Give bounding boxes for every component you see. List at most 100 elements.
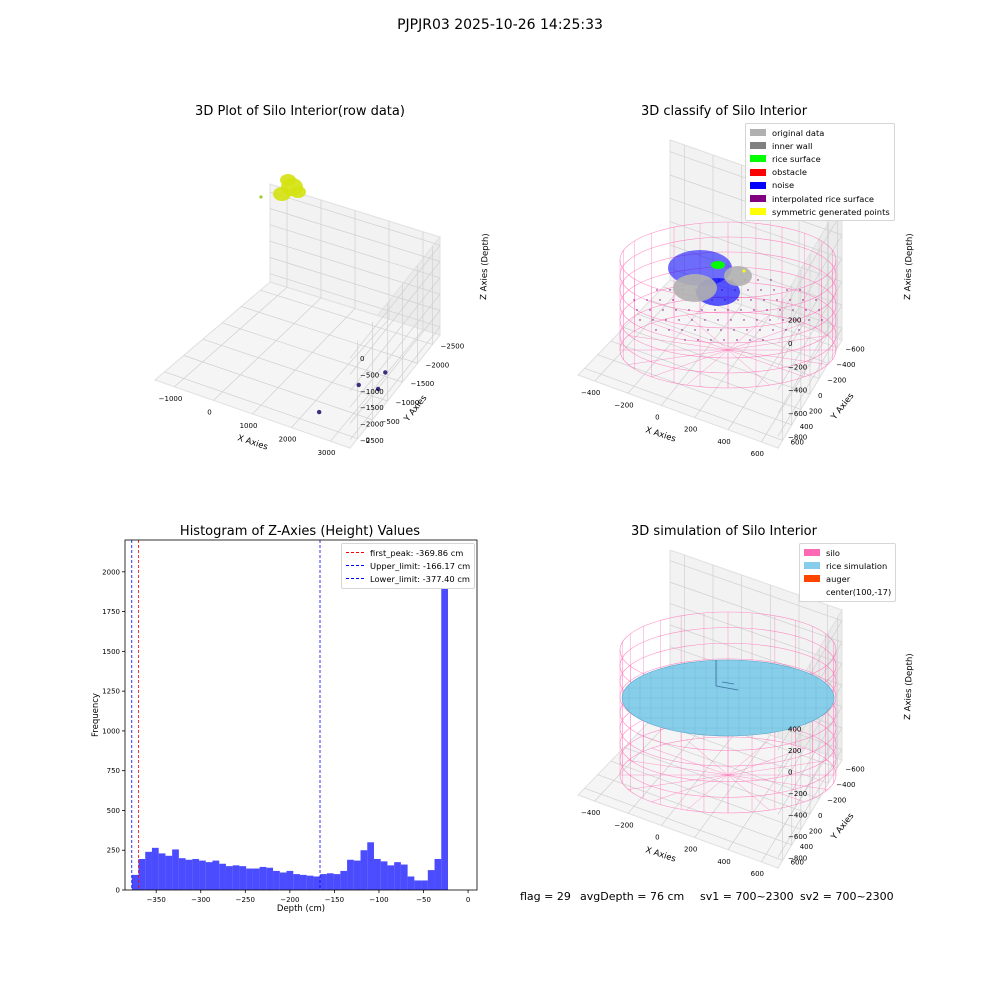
grid-line bbox=[221, 322, 403, 383]
histogram-bar bbox=[333, 874, 341, 890]
histogram-bar bbox=[239, 866, 247, 890]
panel1-xlabel: X Axies bbox=[236, 433, 269, 452]
y-tick-label: −1500 bbox=[411, 380, 435, 388]
panel2-legend: original data inner wall rice surface ob… bbox=[745, 123, 895, 222]
silo-wire bbox=[686, 349, 729, 386]
histogram-bar bbox=[165, 855, 173, 890]
z-tick-label: −400 bbox=[788, 387, 807, 395]
legend-label: first_peak: -369.86 cm bbox=[370, 547, 464, 558]
interpolated-point bbox=[730, 319, 732, 321]
z-tick-label: −600 bbox=[788, 410, 807, 418]
original-data-cluster bbox=[724, 266, 752, 286]
x-tick-label: 200 bbox=[684, 426, 697, 434]
panel1-3d-plot: −1000 0 1000 2000 3000 0 −500 −1000 −1500 −2000 −2… bbox=[154, 174, 491, 457]
x-tick-label: −350 bbox=[147, 896, 166, 904]
legend-swatch bbox=[750, 195, 766, 203]
panel4-legend: silo rice simulation auger center(100,-1… bbox=[799, 543, 897, 602]
histogram-bar bbox=[151, 847, 159, 890]
panel1-ylabel: Y Axies bbox=[402, 393, 430, 425]
auger-line bbox=[721, 681, 735, 685]
x-tick-label: 0 bbox=[655, 413, 659, 421]
legend-label: center(100,-17) bbox=[826, 587, 892, 598]
legend-label: rice simulation bbox=[826, 560, 888, 571]
x-tick-label: −1000 bbox=[159, 395, 183, 403]
interpolated-point bbox=[789, 299, 791, 301]
status-sv2: sv2 = 700~2300 bbox=[800, 890, 894, 903]
raw-point-cluster bbox=[273, 187, 291, 201]
silo-wire bbox=[686, 774, 729, 811]
interpolated-point bbox=[639, 319, 641, 321]
outlier-point bbox=[375, 386, 381, 392]
grid-line bbox=[241, 306, 418, 364]
legend-swatch bbox=[750, 129, 766, 137]
silo-wire bbox=[727, 349, 805, 378]
interpolated-point bbox=[802, 299, 804, 301]
interpolated-point bbox=[815, 299, 817, 301]
grid-line bbox=[269, 208, 441, 262]
panel2-ylabel: Y Axies bbox=[829, 391, 857, 423]
interpolated-point bbox=[795, 319, 797, 321]
legend-label: silo bbox=[826, 547, 841, 558]
histogram-bar bbox=[421, 880, 428, 890]
histogram-bar bbox=[246, 868, 253, 890]
histogram-bar bbox=[394, 862, 401, 890]
outlier-point bbox=[383, 370, 388, 375]
interpolated-point bbox=[704, 319, 706, 321]
rice-surface-points bbox=[711, 261, 725, 269]
original-data-cluster bbox=[673, 274, 717, 302]
x-tick-label: −200 bbox=[614, 401, 633, 409]
histogram-frame bbox=[124, 539, 478, 891]
x-tick-label: 0 bbox=[466, 896, 470, 904]
interpolated-point bbox=[772, 329, 774, 331]
interpolated-point bbox=[799, 289, 801, 291]
interpolated-point bbox=[668, 329, 670, 331]
y-tick-label: 600 bbox=[791, 858, 804, 866]
histogram-bar bbox=[360, 850, 368, 890]
interpolated-point bbox=[782, 319, 784, 321]
legend-label: Upper_limit: -166.17 cm bbox=[370, 560, 471, 571]
interpolated-point bbox=[727, 309, 729, 311]
histogram-ylabel: Frequency bbox=[91, 693, 101, 737]
panel1-title: 3D Plot of Silo Interior(row data) bbox=[195, 104, 405, 119]
histogram-bar bbox=[266, 867, 274, 890]
silo-wire bbox=[628, 774, 729, 790]
y-tick-label: 200 bbox=[809, 827, 822, 835]
z-tick-label: 0 bbox=[788, 769, 792, 777]
silo-wire bbox=[727, 774, 828, 790]
x-tick-label: 600 bbox=[751, 870, 764, 878]
panel2-points bbox=[619, 221, 837, 389]
y-tick-label: 0 bbox=[818, 392, 822, 400]
x-tick-label: 0 bbox=[655, 833, 659, 841]
grid-line bbox=[349, 277, 441, 392]
interpolated-point bbox=[710, 339, 712, 341]
x-tick-label: 2000 bbox=[279, 436, 297, 444]
y-tick-label: 0 bbox=[116, 887, 120, 895]
legend-label: Lower_limit: -377.40 cm bbox=[370, 573, 470, 584]
x-tick-label: 400 bbox=[717, 438, 730, 446]
panel1-zlabel: Z Axies (Depth) bbox=[479, 233, 491, 300]
panel4-zlabel: Z Axies (Depth) bbox=[903, 653, 915, 720]
x-tick-label: 200 bbox=[684, 846, 697, 854]
grid-line bbox=[610, 760, 801, 830]
interpolated-point bbox=[743, 319, 745, 321]
histogram-bar bbox=[400, 864, 408, 890]
y-tick-label: 500 bbox=[107, 807, 120, 815]
interpolated-point bbox=[821, 319, 823, 321]
panel4-title: 3D simulation of Silo Interior bbox=[631, 524, 817, 539]
interpolated-point bbox=[707, 329, 709, 331]
x-tick-label: −400 bbox=[581, 389, 600, 397]
status-sv1: sv1 = 700~2300 bbox=[700, 890, 794, 903]
x-tick-label: −300 bbox=[191, 896, 210, 904]
histogram-bar bbox=[353, 860, 361, 890]
grid-line bbox=[777, 211, 843, 320]
legend-label: inner wall bbox=[772, 140, 813, 151]
histogram-vlines bbox=[131, 540, 321, 890]
interpolated-point bbox=[762, 339, 764, 341]
interpolated-point bbox=[756, 319, 758, 321]
interpolated-point bbox=[669, 289, 671, 291]
z-tick-label: −400 bbox=[788, 811, 807, 819]
legend-item: auger bbox=[804, 572, 891, 585]
x-tick-label: −250 bbox=[236, 896, 255, 904]
y-tick-label: −1000 bbox=[396, 399, 420, 407]
histogram-bar bbox=[313, 876, 321, 890]
